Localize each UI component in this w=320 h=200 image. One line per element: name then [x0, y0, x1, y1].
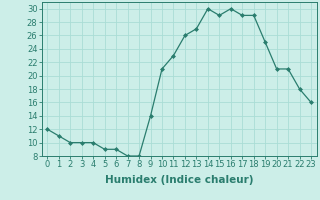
- X-axis label: Humidex (Indice chaleur): Humidex (Indice chaleur): [105, 175, 253, 185]
